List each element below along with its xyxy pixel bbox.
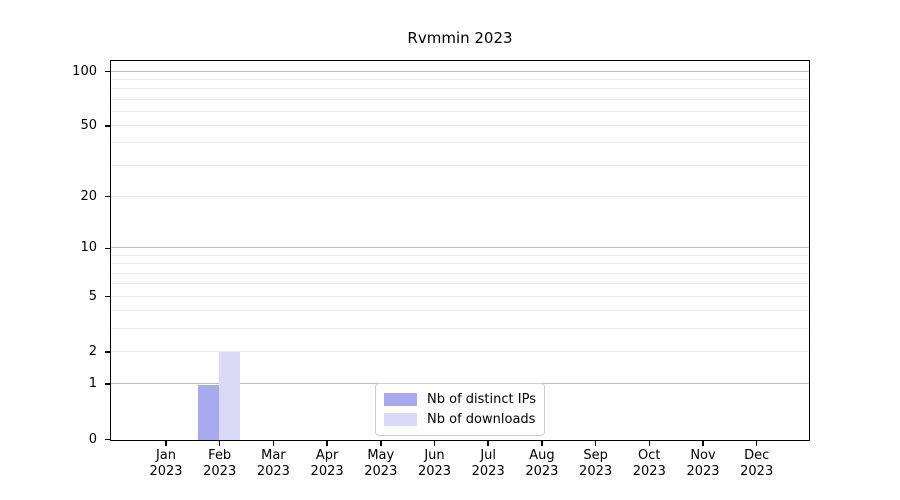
y-tick-label: 5 [88, 288, 97, 304]
x-tick-mark [755, 441, 758, 446]
gridline-major [111, 247, 809, 249]
gridline-minor [111, 350, 809, 352]
x-tick-mark [272, 441, 275, 446]
x-tick-mark [433, 441, 436, 446]
y-tick-mark [105, 195, 110, 198]
gridline-minor [111, 78, 809, 80]
legend-swatch-downloads [384, 412, 418, 426]
gridline-minor [111, 195, 809, 197]
x-tick-label: Sep 2023 [579, 448, 613, 479]
y-tick-mark [105, 295, 110, 298]
x-tick-label: Jan 2023 [149, 448, 183, 479]
x-tick-mark [380, 441, 382, 446]
x-tick-label: Mar 2023 [256, 448, 290, 479]
legend-item-distinct-ips: Nb of distinct IPs [384, 389, 536, 409]
x-tick-mark [326, 441, 328, 446]
chart-title: Rvmmin 2023 [407, 29, 513, 47]
y-tick-label: 50 [80, 117, 97, 133]
y-tick-label: 2 [88, 343, 97, 359]
legend: Nb of distinct IPs Nb of downloads [375, 383, 545, 436]
legend-item-downloads: Nb of downloads [384, 409, 536, 429]
gridline-minor [111, 327, 809, 329]
x-tick-label: Aug 2023 [525, 448, 559, 479]
gridline-minor [111, 263, 809, 265]
x-tick-mark [594, 441, 597, 446]
legend-swatch-distinct-ips [384, 392, 418, 406]
x-tick-label: Feb 2023 [203, 448, 237, 479]
plot-area: Nb of distinct IPs Nb of downloads [110, 60, 810, 441]
gridline-minor [111, 254, 809, 256]
y-tick-label: 1 [88, 376, 97, 392]
gridline-minor [111, 124, 809, 126]
y-tick-label: 0 [88, 431, 97, 447]
gridline-minor [111, 283, 809, 285]
x-tick-mark [648, 441, 651, 446]
gridline-minor [111, 295, 809, 297]
x-tick-label: Jun 2023 [417, 448, 452, 479]
y-tick-label: 10 [80, 240, 97, 256]
gridline-minor [111, 164, 809, 166]
x-tick-mark [487, 441, 489, 446]
y-tick-mark [105, 125, 110, 127]
gridline-major [111, 70, 809, 72]
gridline-minor [111, 310, 809, 312]
x-tick-label: Nov 2023 [686, 448, 720, 479]
x-tick-label: Apr 2023 [310, 448, 344, 479]
y-tick-label: 100 [72, 63, 97, 79]
legend-label-distinct-ips: Nb of distinct IPs [427, 391, 536, 407]
y-tick-mark [105, 70, 110, 73]
gridline-minor [111, 272, 809, 274]
x-tick-mark [218, 441, 221, 446]
y-tick-mark [105, 438, 110, 441]
x-tick-mark [541, 441, 543, 446]
gridline-minor [111, 98, 809, 100]
x-tick-label: May 2023 [364, 448, 398, 479]
bar-distinct-ips [198, 384, 220, 440]
gridline-minor [111, 88, 809, 90]
y-tick-mark [105, 351, 110, 353]
x-tick-mark [702, 441, 704, 446]
y-tick-mark [105, 247, 110, 250]
bar-downloads [219, 352, 241, 440]
y-tick-mark [105, 383, 110, 385]
legend-label-downloads: Nb of downloads [427, 411, 536, 427]
gridline-minor [111, 142, 809, 144]
gridline-minor [111, 110, 809, 112]
y-tick-label: 20 [80, 188, 97, 204]
x-tick-label: Jul 2023 [471, 448, 505, 479]
x-tick-label: Dec 2023 [740, 448, 774, 479]
x-tick-label: Oct 2023 [632, 448, 666, 479]
x-tick-mark [165, 441, 167, 446]
